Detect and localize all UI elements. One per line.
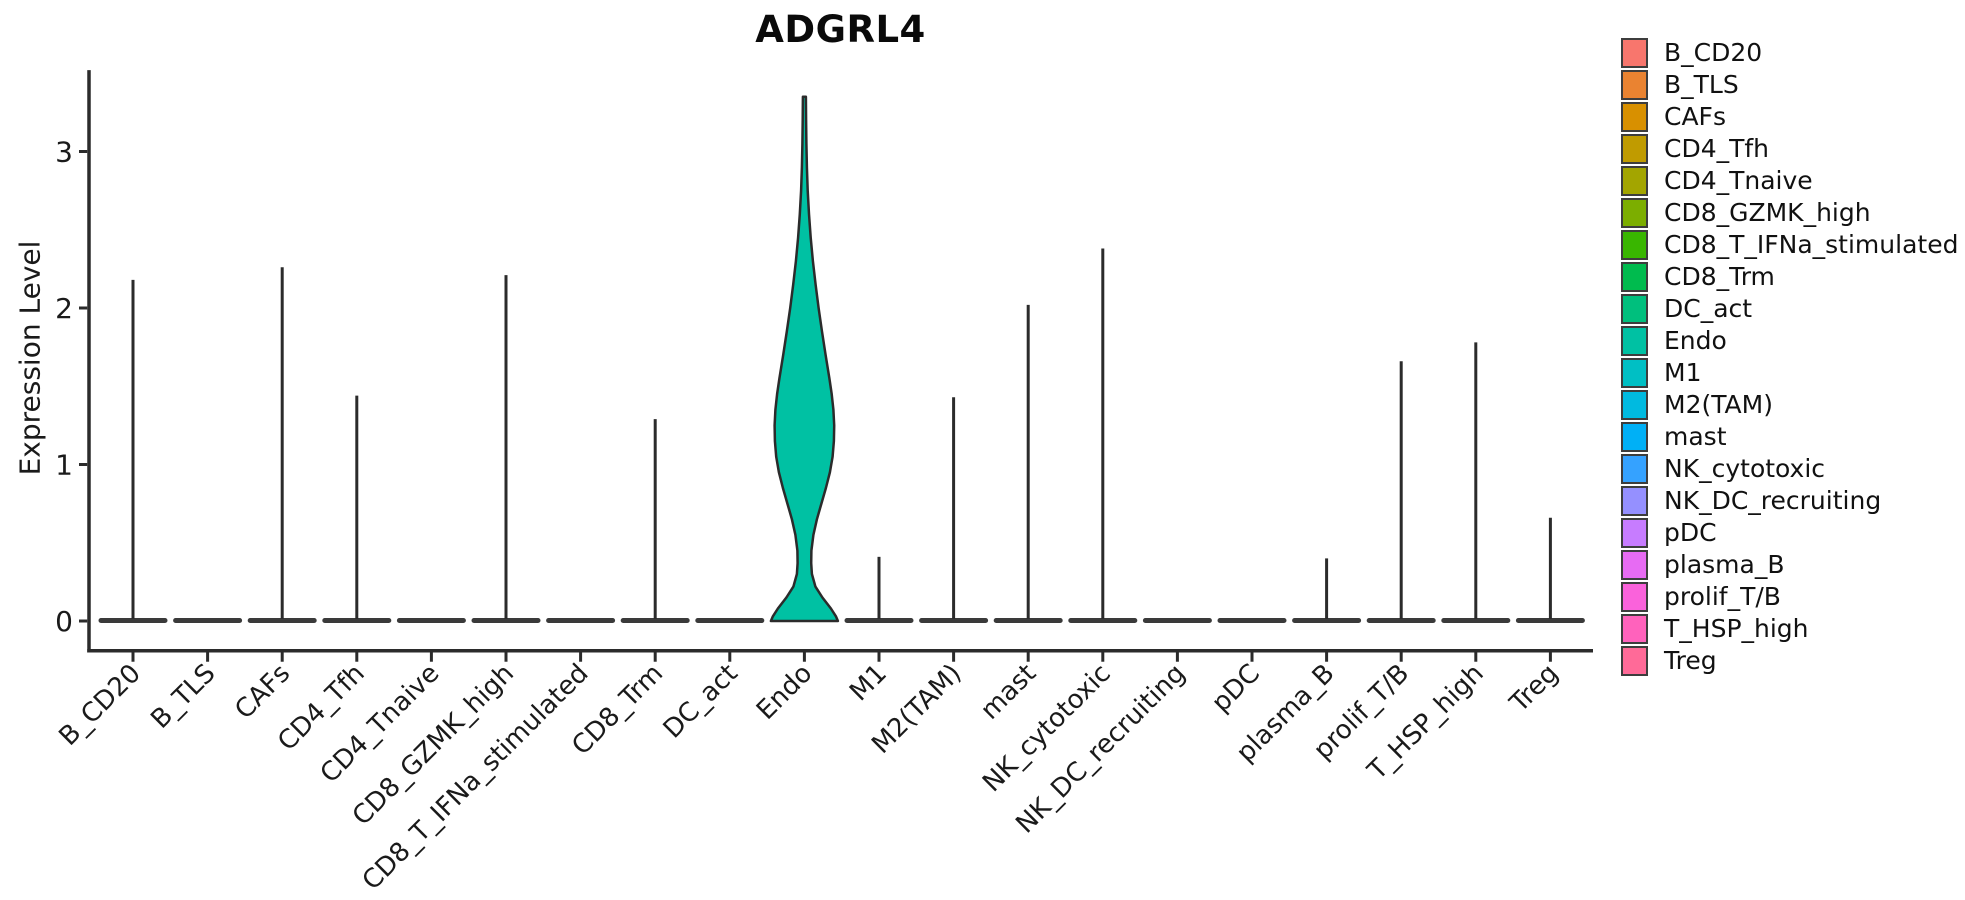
legend-label: CAFs xyxy=(1664,102,1726,131)
legend-swatch xyxy=(1621,70,1648,100)
legend-item: CD8_Trm xyxy=(1621,262,1958,292)
legend-swatch xyxy=(1621,198,1648,228)
legend-swatch xyxy=(1621,646,1648,676)
legend-label: B_CD20 xyxy=(1664,38,1763,67)
y-tick-label: 1 xyxy=(55,449,73,482)
legend-swatch xyxy=(1621,582,1648,612)
violin-flat-base xyxy=(322,618,392,623)
legend-label: CD8_GZMK_high xyxy=(1664,198,1871,227)
y-tick-label: 3 xyxy=(55,136,73,169)
violin-flat-base xyxy=(993,618,1063,623)
legend-item: M1 xyxy=(1621,358,1958,388)
violin-flat-base xyxy=(396,618,466,623)
legend-swatch xyxy=(1621,294,1648,324)
violin-flat-base xyxy=(844,618,914,623)
legend-item: plasma_B xyxy=(1621,550,1958,580)
legend-item: DC_act xyxy=(1621,294,1958,324)
chart-title: ADGRL4 xyxy=(755,8,926,51)
x-tick-label: mast xyxy=(975,658,1042,725)
legend-swatch xyxy=(1621,230,1648,260)
legend-label: M2(TAM) xyxy=(1664,390,1773,419)
x-tick-label: M1 xyxy=(844,658,893,707)
legend-item: Endo xyxy=(1621,326,1958,356)
legend-item: Treg xyxy=(1621,646,1958,676)
x-tick-label: DC_act xyxy=(658,658,744,744)
legend-label: DC_act xyxy=(1664,294,1753,323)
legend-label: Treg xyxy=(1664,646,1717,675)
violin-flat-base xyxy=(173,618,243,623)
legend-label: prolif_T/B xyxy=(1664,582,1781,611)
legend-swatch xyxy=(1621,38,1648,68)
violin-flat-base xyxy=(247,618,317,623)
violin-flat-base xyxy=(1068,618,1138,623)
x-tick-label: CAFs xyxy=(229,658,296,725)
violin-flat-base xyxy=(471,618,541,623)
legend-item: prolif_T/B xyxy=(1621,582,1958,612)
legend-swatch xyxy=(1621,358,1648,388)
legend-item: M2(TAM) xyxy=(1621,390,1958,420)
legend-swatch xyxy=(1621,422,1648,452)
violin-flat-base xyxy=(1142,618,1212,623)
x-tick-label: B_CD20 xyxy=(54,658,147,751)
legend-swatch xyxy=(1621,550,1648,580)
legend-label: CD4_Tnaive xyxy=(1664,166,1813,195)
legend-label: CD8_Trm xyxy=(1664,262,1775,291)
x-tick-label: NK_cytotoxic xyxy=(977,658,1117,798)
legend-label: M1 xyxy=(1664,358,1702,387)
legend-label: CD4_Tfh xyxy=(1664,134,1770,163)
legend-swatch xyxy=(1621,454,1648,484)
endo-violin xyxy=(769,95,840,623)
violin-flat-base xyxy=(695,618,765,623)
legend-item: CD8_GZMK_high xyxy=(1621,198,1958,228)
legend-item: NK_cytotoxic xyxy=(1621,454,1958,484)
legend-swatch xyxy=(1621,262,1648,292)
violin-flat-base xyxy=(546,618,616,623)
legend-swatch xyxy=(1621,134,1648,164)
legend-label: B_TLS xyxy=(1664,70,1739,99)
legend: B_CD20 B_TLS CAFs CD4_Tfh CD4_Tnaive CD8_GZMK… xyxy=(1621,38,1958,678)
violin-flat-base xyxy=(1292,618,1362,623)
legend-item: T_HSP_high xyxy=(1621,614,1958,644)
legend-item: mast xyxy=(1621,422,1958,452)
legend-label: T_HSP_high xyxy=(1664,614,1809,643)
legend-item: NK_DC_recruiting xyxy=(1621,486,1958,516)
legend-item: B_CD20 xyxy=(1621,38,1958,68)
violin-flat-base xyxy=(919,618,989,623)
legend-swatch xyxy=(1621,326,1648,356)
legend-item: CD4_Tfh xyxy=(1621,134,1958,164)
legend-label: CD8_T_IFNa_stimulated xyxy=(1664,230,1959,259)
violin-flat-base xyxy=(98,618,168,623)
legend-item: CD4_Tnaive xyxy=(1621,166,1958,196)
violin-flat-base xyxy=(620,618,690,623)
legend-label: NK_DC_recruiting xyxy=(1664,486,1882,515)
legend-label: plasma_B xyxy=(1664,550,1785,579)
legend-label: mast xyxy=(1664,422,1727,451)
legend-swatch xyxy=(1621,486,1648,516)
violin-flat-base xyxy=(1366,618,1436,623)
y-tick-label: 0 xyxy=(55,605,73,638)
legend-item: B_TLS xyxy=(1621,70,1958,100)
y-tick-label: 2 xyxy=(55,292,73,325)
legend-item: CD8_T_IFNa_stimulated xyxy=(1621,230,1958,260)
legend-swatch xyxy=(1621,102,1648,132)
legend-swatch xyxy=(1621,518,1648,548)
legend-label: NK_cytotoxic xyxy=(1664,454,1826,483)
violin-flat-base xyxy=(1217,618,1287,623)
x-tick-label: B_TLS xyxy=(145,658,221,734)
legend-swatch xyxy=(1621,390,1648,420)
violin-flat-base xyxy=(1441,618,1511,623)
x-tick-label: pDC xyxy=(1206,658,1266,718)
legend-label: Endo xyxy=(1664,326,1727,355)
x-tick-label: Treg xyxy=(1504,658,1565,719)
legend-swatch xyxy=(1621,166,1648,196)
x-tick-label: Endo xyxy=(751,658,818,725)
violin-flat-base xyxy=(1515,618,1585,623)
legend-label: pDC xyxy=(1664,518,1717,547)
legend-item: CAFs xyxy=(1621,102,1958,132)
legend-swatch xyxy=(1621,614,1648,644)
legend-item: pDC xyxy=(1621,518,1958,548)
